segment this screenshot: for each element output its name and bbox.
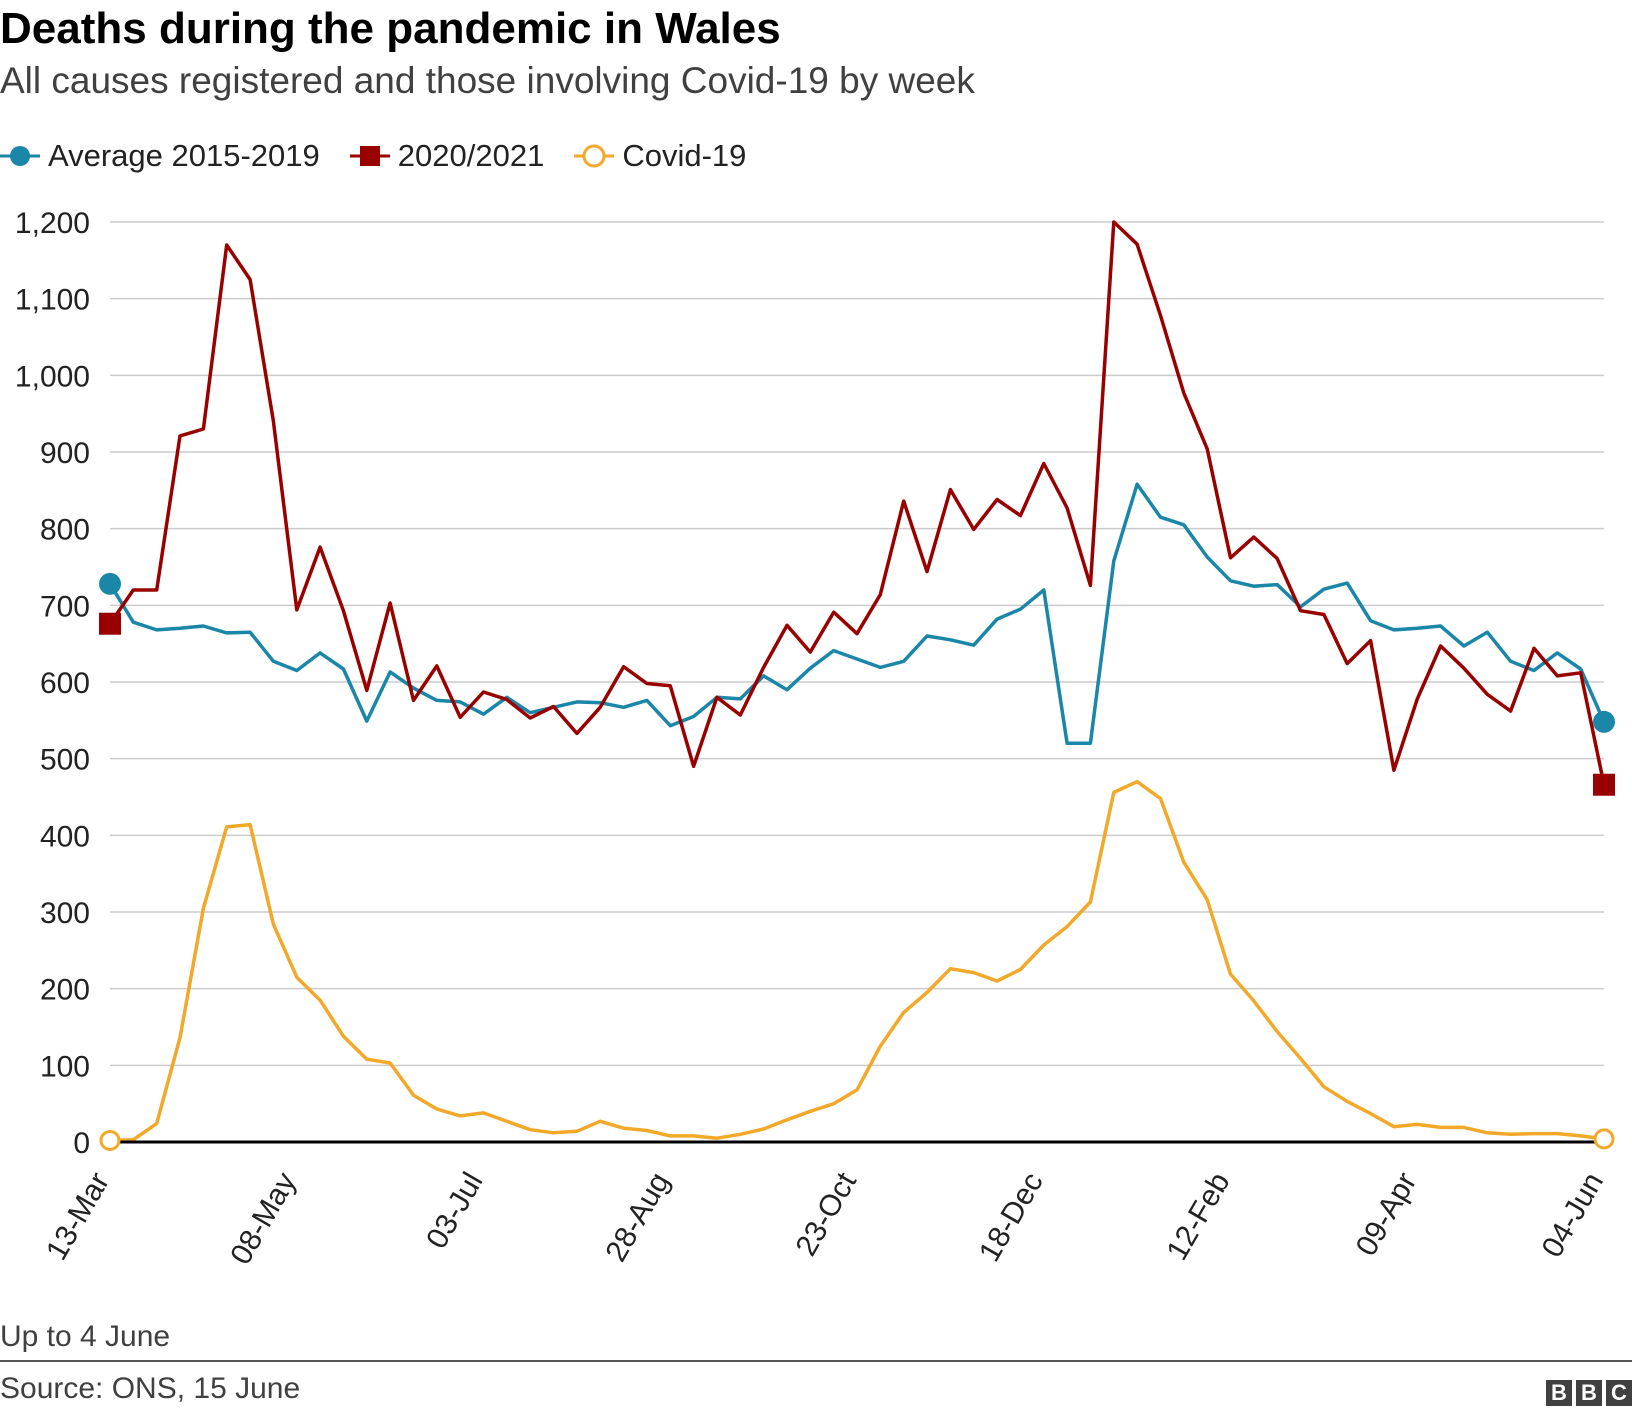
filled-square-marker-icon xyxy=(349,146,390,166)
series-endpoint-marker xyxy=(1593,710,1615,733)
gridlines xyxy=(110,221,1604,1067)
series-line xyxy=(109,779,1605,1143)
series-endpoint-marker xyxy=(1593,1128,1615,1150)
legend-item-2020-2021: 2020/2021 xyxy=(349,138,545,174)
y-tick-label: 500 xyxy=(40,744,90,777)
x-tick-label: 23-Oct xyxy=(789,1166,863,1261)
y-tick-label: 300 xyxy=(40,897,90,930)
bbc-logo: B B C xyxy=(1542,1380,1632,1406)
chart-title: Deaths during the pandemic in Wales xyxy=(0,4,781,53)
y-tick-label: 1,100 xyxy=(15,284,90,317)
series-line xyxy=(108,482,1606,746)
x-tick-label: 28-Aug xyxy=(599,1167,676,1267)
x-tick-label: 18-Dec xyxy=(973,1167,1050,1267)
legend: Average 2015-2019 2020/2021 Covid-19 xyxy=(0,134,776,178)
legend-item-covid: Covid-19 xyxy=(574,138,746,174)
x-tick-label: 03-Jul xyxy=(420,1167,489,1254)
open-circle-marker-icon xyxy=(574,144,615,168)
y-tick-label: 1,000 xyxy=(15,360,90,393)
footer-divider xyxy=(0,1360,1632,1362)
x-tick-label: 04-Jun xyxy=(1536,1167,1610,1263)
y-tick-label: 200 xyxy=(40,974,90,1007)
x-tick-label: 09-Apr xyxy=(1350,1167,1424,1261)
series-endpoint-marker xyxy=(1593,773,1615,796)
y-tick-label: 600 xyxy=(40,667,90,700)
line-chart: 0 100 200 300 400 500 600 700 800 900 1,000 1,100 1,… xyxy=(15,207,1615,1270)
legend-label-covid: Covid-19 xyxy=(622,138,747,173)
series-lines xyxy=(108,220,1606,1143)
y-tick-label: 0 xyxy=(73,1127,90,1160)
series-endpoint-marker xyxy=(99,572,121,595)
legend-label-2020-2021: 2020/2021 xyxy=(397,138,545,173)
x-tick-label: 13-Mar xyxy=(40,1167,116,1266)
y-tick-label: 100 xyxy=(40,1050,90,1083)
series-endpoint-marker xyxy=(99,612,121,635)
filled-circle-marker-icon xyxy=(0,146,40,166)
bbc-logo-block: C xyxy=(1606,1380,1632,1406)
x-tick-label: 08-May xyxy=(224,1167,303,1270)
y-tick-label: 700 xyxy=(40,590,90,623)
chart-note: Up to 4 June xyxy=(0,1320,171,1353)
series-endpoints xyxy=(99,572,1615,1151)
legend-label-average: Average 2015-2019 xyxy=(48,138,320,173)
y-tick-label: 400 xyxy=(40,820,90,853)
y-axis-labels: 0 100 200 300 400 500 600 700 800 900 1,000 1,100 1,… xyxy=(15,207,90,1160)
x-axis-labels: 13-Mar 08-May 03-Jul 28-Aug 23-Oct 18-Dec 12-F… xyxy=(40,1166,1610,1270)
y-tick-label: 900 xyxy=(40,437,90,470)
x-tick-label: 12-Feb xyxy=(1160,1167,1236,1266)
y-tick-label: 800 xyxy=(40,514,90,547)
bbc-logo-block: B xyxy=(1576,1380,1602,1406)
y-tick-label: 1,200 xyxy=(15,207,90,240)
series-line xyxy=(108,220,1606,786)
source-credit: Source: ONS, 15 June xyxy=(0,1372,301,1405)
chart-subtitle: All causes registered and those involvin… xyxy=(0,60,975,101)
legend-item-average: Average 2015-2019 xyxy=(0,138,320,174)
series-endpoint-marker xyxy=(99,1129,121,1151)
bbc-logo-block: B xyxy=(1546,1380,1572,1406)
